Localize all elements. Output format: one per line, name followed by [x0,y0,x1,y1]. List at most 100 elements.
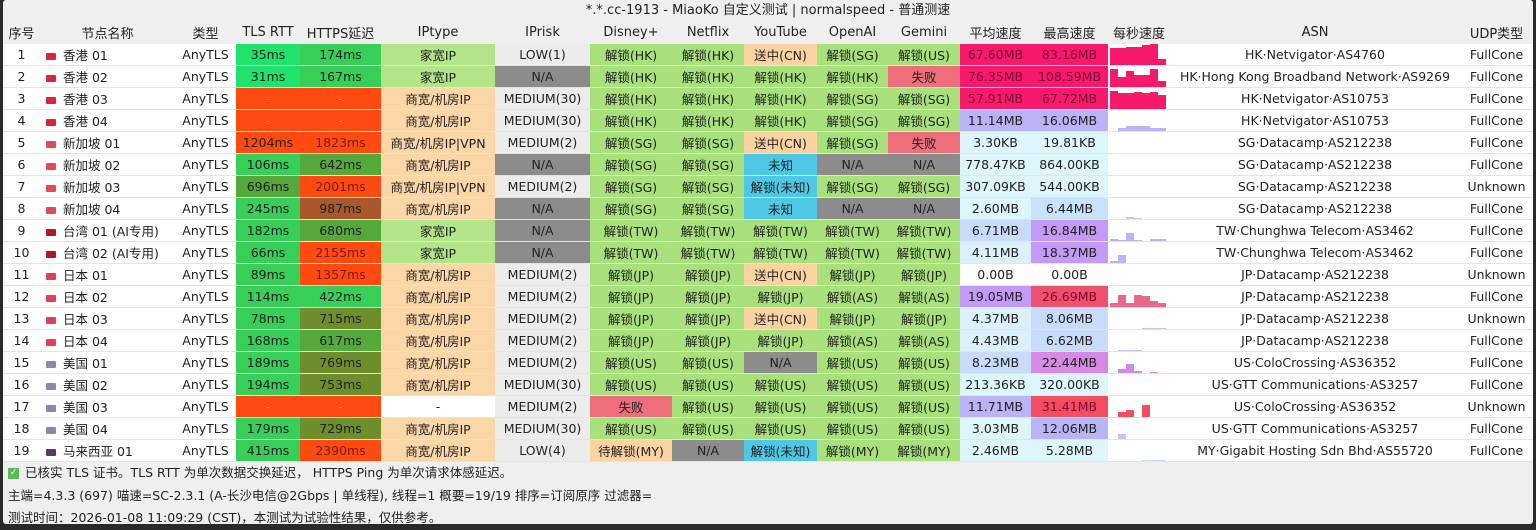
row-index: 18 [3,417,40,441]
column-header[interactable]: 平均速度 [960,21,1031,44]
column-header[interactable]: Netflix [672,21,744,44]
max-speed: 26.69MB [1031,285,1108,309]
table-row[interactable]: 9 台湾 01 (AI专用) AnyTLS 182ms 680ms 家宽IP N/A 解锁(T… [3,219,1533,243]
max-speed: 6.62MB [1031,329,1108,353]
node-name-text: 新加坡 04 [63,202,121,218]
column-header[interactable]: 节点名称 [40,21,175,44]
row-index: 6 [3,153,40,177]
row-index: 17 [3,395,40,419]
gemini-status: 失败 [888,65,960,89]
column-header[interactable]: YouTube [744,21,817,44]
column-header[interactable]: OpenAI [817,21,888,44]
table-row[interactable]: 18 美国 04 AnyTLS 179ms 729ms 商宽/机房IP MEDIUM(30)… [3,417,1533,441]
asn: SG·Datacamp·AS212238 [1170,175,1460,199]
speed-bar [1158,239,1166,241]
table-row[interactable]: 11 日本 01 AnyTLS 89ms 1357ms 商宽/机房IP MEDIUM(2) 解… [3,263,1533,287]
node-name: 马来西亚 01 [40,439,175,463]
average-speed: 19.05MB [960,285,1031,309]
column-header[interactable]: TLS RTT [236,21,300,44]
ip-risk: MEDIUM(30) [495,109,590,133]
column-header[interactable]: IPtype [381,21,495,44]
table-row[interactable]: 14 日本 04 AnyTLS 168ms 617ms 商宽/机房IP MEDIUM(2) 解… [3,329,1533,353]
speed-bar [1142,45,1150,65]
gemini-status: 解锁(US) [888,417,960,441]
gemini-status: 解锁(US) [888,351,960,375]
per-second-speed-sparkline [1108,285,1170,309]
hk-flag-icon [46,119,56,127]
table-row[interactable]: 15 美国 01 AnyTLS 189ms 769ms 商宽/机房IP MEDIUM(2) 解… [3,351,1533,375]
table-row[interactable]: 19 马来西亚 01 AnyTLS 415ms 2390ms 商宽/机房IP LOW(4) 待… [3,439,1533,463]
gemini-status: 解锁(US) [888,373,960,397]
column-header[interactable]: Gemini [888,21,960,44]
table-row[interactable]: 7 新加坡 03 AnyTLS 696ms 2001ms 商宽/机房IP|VPN MEDIU… [3,175,1533,199]
column-header[interactable]: Disney+ [590,21,672,44]
asn: JP·Datacamp·AS212238 [1170,307,1460,331]
disney-status: 解锁(HK) [590,65,672,89]
speed-bar [1142,126,1150,131]
column-header[interactable]: IPrisk [495,21,590,44]
row-index: 12 [3,285,40,309]
table-row[interactable]: 3 香港 03 AnyTLS - - 商宽/机房IP MEDIUM(30) 解锁(HK) 解锁(… [3,87,1533,111]
table-row[interactable]: 13 日本 03 AnyTLS 78ms 715ms 商宽/机房IP MEDIUM(2) 解锁… [3,307,1533,331]
node-type: AnyTLS [175,439,236,463]
udp-type: FullCone [1460,109,1533,133]
column-header[interactable]: 最高速度 [1031,21,1108,44]
netflix-status: N/A [672,439,744,463]
table-row[interactable]: 2 香港 02 AnyTLS 31ms 167ms 家宽IP N/A 解锁(HK) 解锁(HK)… [3,65,1533,89]
table-row[interactable]: 5 新加坡 01 AnyTLS 1204ms 1823ms 商宽/机房IP|VPN MEDI… [3,131,1533,155]
column-header[interactable]: 每秒速度 [1108,21,1170,44]
disney-status: 解锁(JP) [590,263,672,287]
netflix-status: 解锁(JP) [672,285,744,309]
https-latency: 753ms [300,373,381,397]
asn: TW·Chunghwa Telecom·AS3462 [1170,241,1460,265]
disney-status: 解锁(JP) [590,329,672,353]
youtube-status: 解锁(JP) [744,285,817,309]
ip-risk: MEDIUM(2) [495,285,590,309]
netflix-status: 解锁(US) [672,395,744,419]
row-index: 2 [3,65,40,89]
per-second-speed-sparkline [1108,241,1170,265]
youtube-status: 解锁(US) [744,417,817,441]
speed-bar [1126,363,1134,373]
ip-risk: N/A [495,219,590,243]
asn: US·ColoCrossing·AS36352 [1170,395,1460,419]
column-header[interactable]: 类型 [175,21,236,44]
table-row[interactable]: 17 美国 03 AnyTLS - - - MEDIUM(2) 失败 解锁(US) 解锁(US) 解… [3,395,1533,419]
speed-bar [1150,372,1158,373]
https-latency: 167ms [300,65,381,89]
speed-bar [1142,460,1150,461]
table-row[interactable]: 8 新加坡 04 AnyTLS 245ms 987ms 商宽/机房IP N/A 解锁(SG) 解… [3,197,1533,221]
table-row[interactable]: 1 香港 01 AnyTLS 35ms 174ms 家宽IP LOW(1) 解锁(HK) 解锁(… [3,44,1533,67]
youtube-status: 解锁(JP) [744,329,817,353]
openai-status: 解锁(AS) [817,329,888,353]
tls-rtt: - [236,109,300,133]
https-latency: 642ms [300,153,381,177]
netflix-status: 解锁(JP) [672,263,744,287]
gemini-status: 解锁(US) [888,44,960,67]
table-row[interactable]: 6 新加坡 02 AnyTLS 106ms 642ms 商宽/机房IP N/A 解锁(SG) 解… [3,153,1533,177]
udp-type: FullCone [1460,439,1533,463]
us-flag-icon [46,427,56,435]
asn: HK·Netvigator·AS10753 [1170,87,1460,111]
netflix-status: 解锁(HK) [672,87,744,111]
table-row[interactable]: 10 台湾 02 (AI专用) AnyTLS 66ms 2155ms 家宽IP N/A 解锁(… [3,241,1533,265]
column-header[interactable]: HTTPS延迟 [300,21,381,44]
youtube-status: 送中(CN) [744,44,817,67]
tls-rtt: - [236,395,300,419]
table-row[interactable]: 4 香港 04 AnyTLS - - 商宽/机房IP MEDIUM(30) 解锁(HK) 解锁(… [3,109,1533,133]
youtube-status: 解锁(US) [744,373,817,397]
speed-bar [1118,412,1126,417]
max-speed: 83.16MB [1031,44,1108,67]
average-speed: 8.23MB [960,351,1031,375]
average-speed: 57.91MB [960,87,1031,111]
ip-type: 商宽/机房IP [381,439,495,463]
asn: HK·Netvigator·AS10753 [1170,109,1460,133]
column-header[interactable]: UDP类型 [1460,21,1533,44]
table-row[interactable]: 16 美国 02 AnyTLS 194ms 753ms 商宽/机房IP MEDIUM(30)… [3,373,1533,397]
table-row[interactable]: 12 日本 02 AnyTLS 114ms 422ms 商宽/机房IP MEDIUM(2) 解… [3,285,1533,309]
column-header[interactable]: 序号 [3,21,40,44]
footer: ✓ 已核实 TLS 证书。TLS RTT 为单次数据交换延迟， HTTPS Pin… [3,462,1533,530]
speed-bar [1118,369,1126,373]
youtube-status: 解锁(HK) [744,87,817,111]
column-header[interactable]: ASN [1170,21,1460,44]
